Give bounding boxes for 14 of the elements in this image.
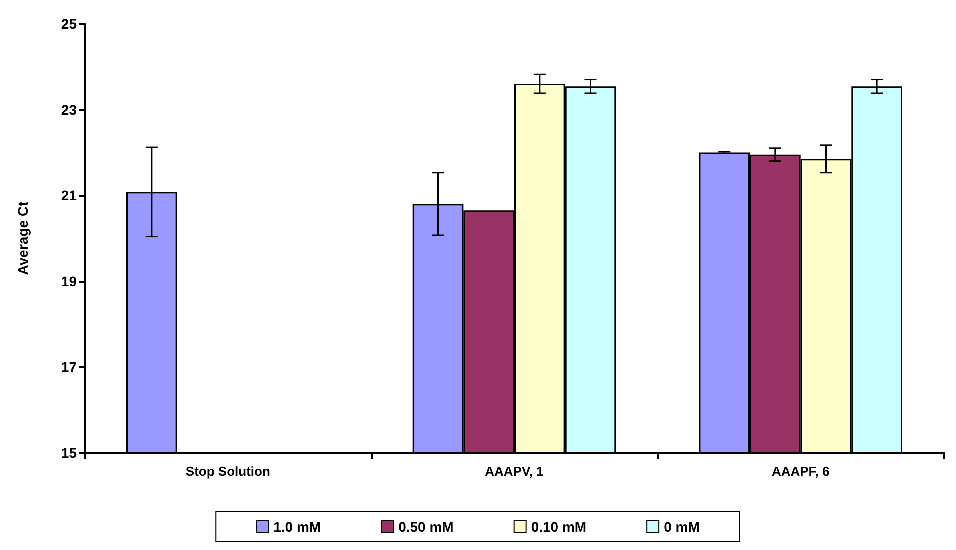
legend-label: 0 mM bbox=[664, 519, 700, 535]
y-axis-title: Average Ct bbox=[15, 201, 31, 276]
x-tick-label: AAAPV, 1 bbox=[485, 464, 544, 479]
x-tick-label: AAAPF, 6 bbox=[772, 464, 830, 479]
y-tick-label: 23 bbox=[61, 102, 78, 118]
y-tick-label: 19 bbox=[61, 273, 78, 290]
y-tick-label: 15 bbox=[61, 445, 78, 461]
x-tick-label: Stop Solution bbox=[186, 464, 270, 479]
y-tick-label: 25 bbox=[61, 16, 78, 32]
y-tick-label: 21 bbox=[61, 188, 78, 204]
y-tick-label: 17 bbox=[61, 359, 78, 376]
legend-label: 0.10 mM bbox=[531, 519, 587, 535]
legend-label: 0.50 mM bbox=[398, 519, 454, 535]
legend-label: 1.0 mM bbox=[274, 519, 322, 535]
